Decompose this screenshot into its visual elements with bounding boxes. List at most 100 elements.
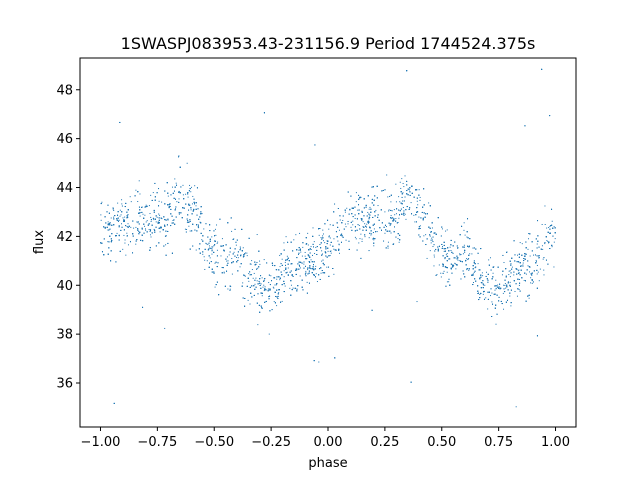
data-point [327,250,329,252]
data-point [298,268,300,270]
data-point [294,287,296,289]
data-point [118,226,120,228]
data-point [535,261,537,263]
data-point [419,196,421,198]
data-point [462,253,464,255]
data-point [120,214,122,216]
data-point [554,232,556,234]
data-point [313,274,315,276]
data-point [452,264,454,266]
data-point [276,296,278,298]
data-point [167,204,169,206]
data-point [271,262,273,264]
data-point [127,209,129,211]
data-point [430,231,432,233]
data-point [341,222,343,224]
data-point [188,204,190,206]
data-point [419,236,421,238]
data-point [186,162,188,164]
data-point [171,186,173,188]
data-point [180,212,182,214]
data-point [188,225,190,227]
data-point [175,182,177,184]
data-point [368,221,370,223]
data-point [132,220,134,222]
data-point [438,245,440,247]
data-point [144,225,146,227]
data-point [204,259,206,261]
data-point [383,240,385,242]
data-point [264,278,266,280]
data-point [509,260,511,262]
data-point [475,266,477,268]
data-point [486,278,488,280]
data-point [280,263,282,265]
data-point [274,265,276,267]
data-point [124,242,126,244]
data-point [175,208,177,210]
data-point [538,280,540,282]
data-point [246,252,248,254]
data-point [127,223,129,225]
data-point [100,214,102,216]
data-point [136,221,138,223]
data-point [371,233,373,235]
data-point [347,191,349,193]
data-point [154,199,156,201]
data-point [230,217,232,219]
data-point [550,225,552,227]
data-point [536,247,538,249]
data-point [410,381,412,383]
data-point [203,256,205,258]
data-point [218,294,220,296]
data-point [315,273,317,275]
data-point [545,236,547,238]
data-point [368,208,370,210]
data-point [168,206,170,208]
data-point [449,284,451,286]
data-point [160,217,162,219]
data-point [320,247,322,249]
data-point [308,255,310,257]
data-point [348,248,350,250]
data-point [382,189,384,191]
data-point [461,225,463,227]
data-point [491,301,493,303]
data-point [510,305,512,307]
data-point [321,270,323,272]
data-point [135,189,137,191]
data-point [521,243,523,245]
data-point [213,245,215,247]
data-point [314,144,316,146]
data-point [108,229,110,231]
data-point [150,229,152,231]
data-point [356,249,358,251]
data-point [450,250,452,252]
data-point [338,229,340,231]
data-point [549,248,551,250]
data-point [132,235,134,237]
data-point [141,206,143,208]
data-point [528,266,530,268]
data-point [429,250,431,252]
data-point [356,218,358,220]
data-point [503,288,505,290]
data-point [110,250,112,252]
data-point [499,283,501,285]
data-point [359,196,361,198]
data-point [487,273,489,275]
data-point [198,218,200,220]
data-point [517,288,519,290]
data-point [449,246,451,248]
data-point [518,273,520,274]
data-point [398,209,400,211]
data-point [392,243,394,245]
data-point [477,292,479,294]
data-point [357,209,359,211]
data-point [164,225,166,227]
data-point [334,203,336,205]
data-point [354,206,356,208]
data-point [275,295,277,297]
data-point [308,249,310,251]
data-point [298,261,300,263]
